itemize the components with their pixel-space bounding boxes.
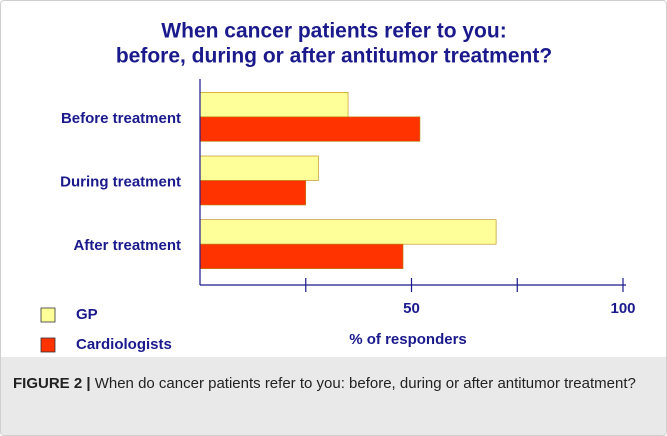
bar bbox=[199, 155, 319, 181]
bar bbox=[199, 92, 349, 118]
bar bbox=[199, 116, 421, 142]
legend-label: Cardiologists bbox=[76, 336, 172, 353]
legend-swatch bbox=[40, 337, 56, 353]
y-tick-label: During treatment bbox=[60, 173, 181, 190]
chart-title: before, during or after antitumor treatm… bbox=[116, 45, 552, 68]
x-axis-label: % of responders bbox=[349, 331, 467, 348]
legend-label: GP bbox=[76, 306, 98, 323]
bar bbox=[199, 219, 497, 245]
bar bbox=[199, 180, 307, 206]
legend-swatch bbox=[40, 307, 56, 323]
y-tick-label: After treatment bbox=[73, 237, 181, 254]
y-tick-label: Before treatment bbox=[61, 110, 181, 127]
caption-label: FIGURE 2 | bbox=[13, 375, 91, 392]
caption-text: When do cancer patients refer to you: be… bbox=[94, 375, 636, 392]
chart: When cancer patients refer to you: befor… bbox=[40, 20, 636, 353]
x-tick-label: 50 bbox=[403, 300, 420, 317]
caption: FIGURE 2 | When do cancer patients refer… bbox=[1, 357, 666, 435]
bar bbox=[199, 243, 404, 269]
x-tick-label: 100 bbox=[610, 300, 635, 317]
chart-title: When cancer patients refer to you: bbox=[161, 20, 506, 43]
